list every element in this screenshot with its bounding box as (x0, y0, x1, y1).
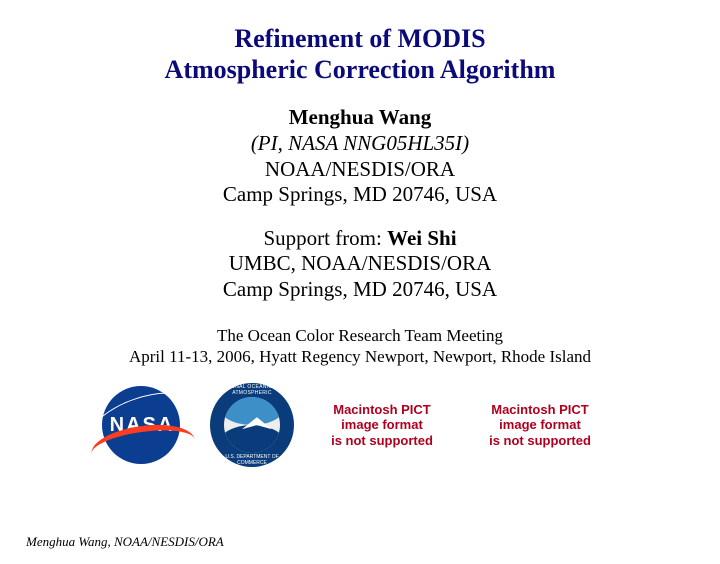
pict-unsupported-2: Macintosh PICT image format is not suppo… (470, 390, 610, 460)
support-affil: UMBC, NOAA/NESDIS/ORA (0, 251, 720, 277)
support-name: Wei Shi (387, 226, 456, 250)
support-block: Support from: Wei Shi UMBC, NOAA/NESDIS/… (0, 226, 720, 303)
meeting-line-1: The Ocean Color Research Team Meeting (0, 325, 720, 346)
author-affil: NOAA/NESDIS/ORA (0, 157, 720, 183)
author-name: Menghua Wang (0, 105, 720, 131)
meeting-block: The Ocean Color Research Team Meeting Ap… (0, 325, 720, 368)
title-line-1: Refinement of MODIS (234, 24, 485, 53)
support-location: Camp Springs, MD 20746, USA (0, 277, 720, 303)
nasa-logo: NASA (92, 386, 192, 464)
support-line: Support from: Wei Shi (0, 226, 720, 252)
support-prefix: Support from: (263, 226, 387, 250)
author-pi: (PI, NASA NNG05HL35I) (0, 131, 720, 157)
meeting-line-2: April 11-13, 2006, Hyatt Regency Newport… (0, 346, 720, 367)
slide-title: Refinement of MODIS Atmospheric Correcti… (0, 24, 720, 85)
author-block: Menghua Wang (PI, NASA NNG05HL35I) NOAA/… (0, 105, 720, 207)
noaa-logo: NATIONAL OCEANIC AND ATMOSPHERIC U.S. DE… (210, 383, 294, 467)
logos-row: NASA NATIONAL OCEANIC AND ATMOSPHERIC U.… (0, 383, 720, 467)
author-location: Camp Springs, MD 20746, USA (0, 182, 720, 208)
title-line-2: Atmospheric Correction Algorithm (165, 55, 556, 84)
footer-credit: Menghua Wang, NOAA/NESDIS/ORA (26, 534, 224, 550)
pict-unsupported-1: Macintosh PICT image format is not suppo… (312, 390, 452, 460)
